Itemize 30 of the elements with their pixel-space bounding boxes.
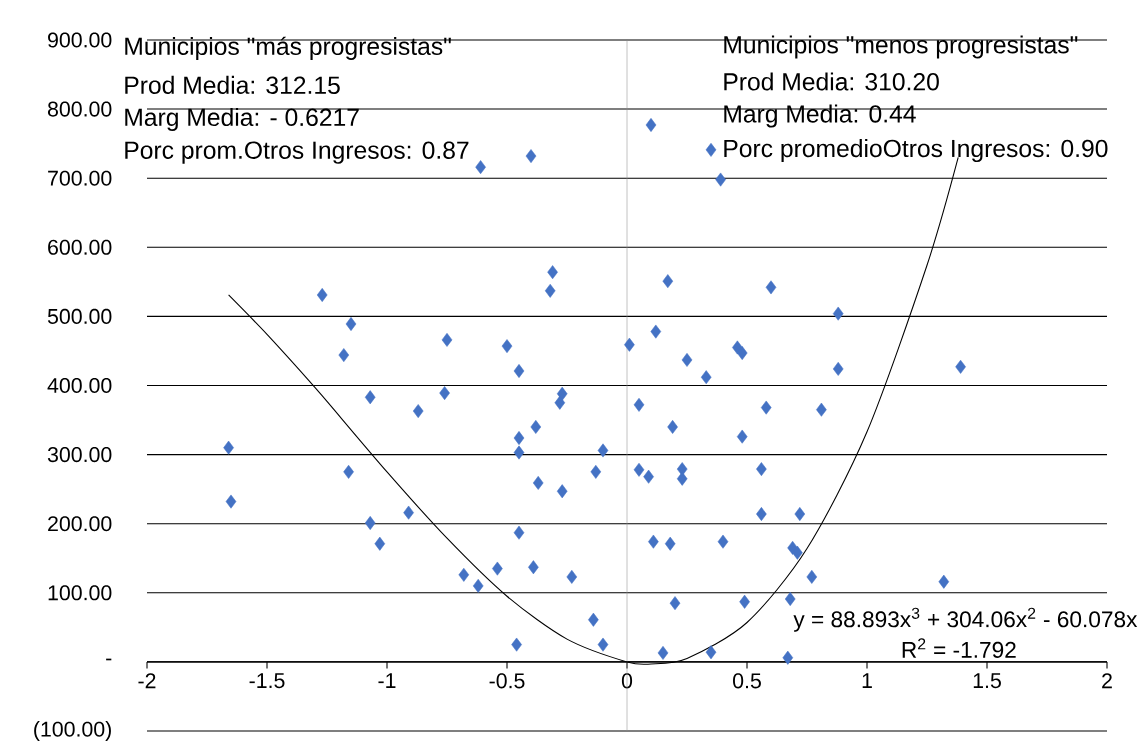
y-tick-label: - xyxy=(106,658,112,661)
y-tick-label: 200.00 xyxy=(48,516,112,532)
y-tick-label: 700.00 xyxy=(48,170,112,186)
x-tick-label: 2 xyxy=(1102,673,1112,689)
y-tick-label: (100.00) xyxy=(34,721,111,741)
x-tick-label: 1 xyxy=(862,673,872,688)
x-tick-label: -0.5 xyxy=(489,673,525,689)
y-tick-label: 300.00 xyxy=(47,447,112,463)
annotation: Municipios "menos progresistas" xyxy=(724,35,1078,59)
annotation: Prod Media: 312.15 xyxy=(125,75,340,94)
annotation: Municipios "más progresistas" xyxy=(125,36,451,60)
x-tick-label: 0.5 xyxy=(733,673,761,689)
x-tick-label: -2 xyxy=(138,673,156,689)
y-tick-label: 600.00 xyxy=(48,239,112,255)
annotation: Porc prom.Otros Ingresos: 0.87 xyxy=(125,141,469,164)
y-tick-label: 500.00 xyxy=(47,308,112,324)
annotation: Marg Media: 0.44 xyxy=(724,104,916,128)
y-tick-label: 800.00 xyxy=(47,101,112,117)
y-tick-label: 400.00 xyxy=(47,377,112,394)
annotation: Prod Media: 310.20 xyxy=(724,72,939,91)
annotation: Porc promedioOtros Ingresos: 0.90 xyxy=(724,139,1108,163)
annotation: Marg Media: - 0.6217 xyxy=(125,107,359,131)
annotation: R$^{2}$ = -1.792 xyxy=(902,638,1016,658)
x-tick-label: -1 xyxy=(378,673,396,688)
annotation: y = 88.893x$^{3}$ + 304.06x$^{2}$ - 60.078x xyxy=(793,607,1138,632)
x-tick-label: -1.5 xyxy=(249,673,285,689)
y-tick-label: 900.00 xyxy=(48,32,112,48)
x-tick-label: 0 xyxy=(621,673,633,689)
x-tick-label: 1.5 xyxy=(973,673,1001,689)
y-tick-label: 100.00 xyxy=(48,585,112,601)
